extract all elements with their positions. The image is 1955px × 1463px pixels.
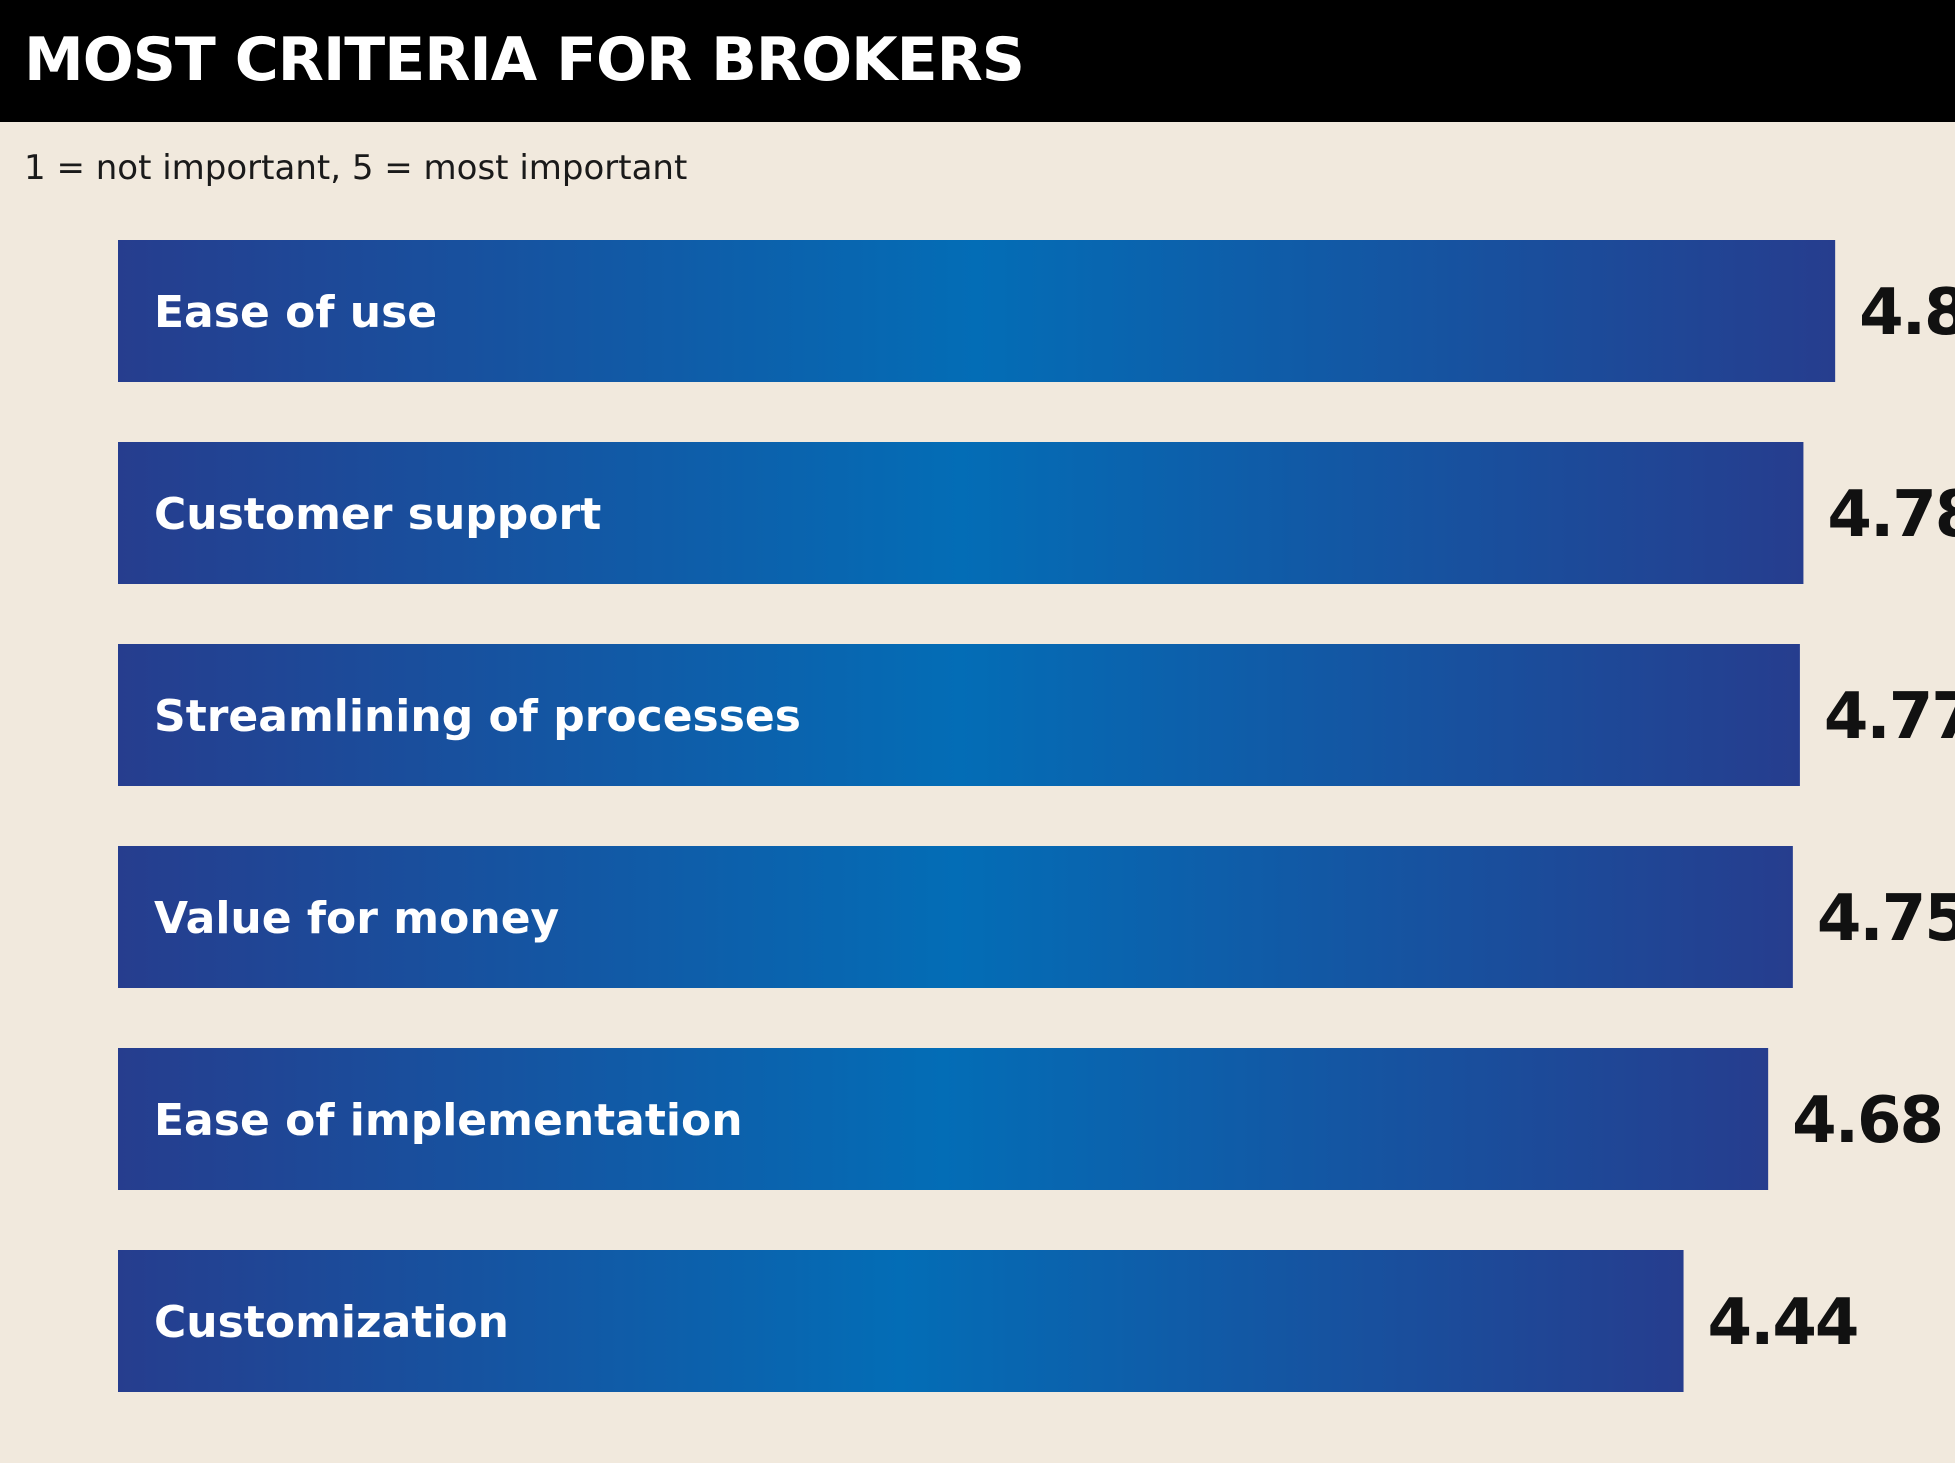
bar <box>118 442 1804 584</box>
bar <box>118 1250 1684 1392</box>
value-label: 4.75 <box>1817 882 1955 956</box>
value-label: 4.87 <box>1859 276 1955 350</box>
bars-group: Ease of use 4.87 Customer support 4.78 Strea… <box>118 240 1955 1392</box>
category-label: Value for money <box>154 893 559 944</box>
value-label: 4.77 <box>1824 680 1955 754</box>
bar <box>118 846 1793 988</box>
chart-subtitle: 1 = not important, 5 = most important <box>24 148 688 188</box>
value-label: 4.78 <box>1827 478 1955 552</box>
bar <box>118 240 1836 382</box>
bar <box>118 1048 1769 1190</box>
category-label: Customer support <box>154 489 601 540</box>
category-label: Ease of implementation <box>154 1095 743 1146</box>
bar <box>118 644 1800 786</box>
title-banner: MOST CRITERIA FOR BROKERS <box>0 0 1955 122</box>
category-label: Customization <box>154 1297 509 1348</box>
category-label: Streamlining of processes <box>154 691 801 742</box>
value-label: 4.44 <box>1708 1286 1858 1360</box>
chart-title: MOST CRITERIA FOR BROKERS <box>24 25 1025 95</box>
category-label: Ease of use <box>154 287 437 338</box>
value-label: 4.68 <box>1792 1084 1942 1158</box>
